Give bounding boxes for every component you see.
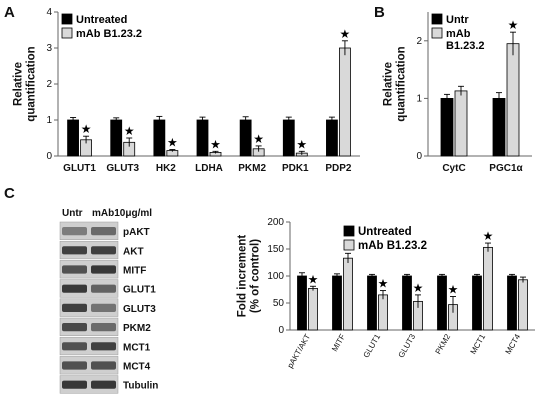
blot-band-glut1-lane2 (91, 284, 116, 293)
x-tick-label: LDHA (195, 163, 223, 174)
x-tick-label: HK2 (156, 163, 176, 174)
blot-label-akt: AKT (123, 246, 144, 257)
blot-strip-pkm2 (59, 317, 119, 336)
x-tick-label: GLUT3 (106, 163, 139, 174)
blot-label-mct4: MCT4 (123, 362, 151, 373)
blot-strip-mct4 (59, 356, 119, 375)
y-tick-label: 50 (273, 298, 285, 309)
blot-band-pkm2-lane1 (62, 323, 87, 332)
significance-star: ★ (508, 18, 519, 32)
x-tick-label: GLUT1 (63, 163, 96, 174)
legend-swatch-mab-b1-23-2 (431, 27, 443, 39)
blot-band-tubulin-lane1 (62, 380, 87, 389)
y-tick-label: 2 (46, 79, 52, 90)
legend-label-untreated: Untreated (76, 14, 127, 26)
y-axis-label: Relative (383, 62, 395, 106)
blot-band-mct4-lane2 (91, 361, 116, 370)
blot-strip-akt (59, 240, 119, 260)
panel-letter-a: A (4, 4, 15, 21)
legend-label-mab-b1-23-2: mAb B1.23.2 (76, 28, 142, 40)
blot-band-pkm2-lane2 (91, 323, 116, 332)
x-tick-label: PDK1 (282, 163, 309, 174)
y-tick-label: 100 (267, 271, 284, 282)
blot-label-pkm2: PKM2 (123, 323, 151, 334)
significance-star: ★ (124, 124, 135, 138)
blot-strip-tubulin (59, 375, 119, 394)
blot-label-mct1: MCT1 (123, 342, 151, 353)
y-tick-label: 1 (46, 115, 52, 126)
legend-label-mab-b1-23-2: mAb (446, 28, 471, 40)
significance-star: ★ (81, 122, 92, 136)
legend-swatch-untreated (343, 225, 355, 237)
y-tick-label: 200 (267, 217, 284, 228)
legend-swatch-untreated (61, 13, 73, 25)
significance-star: ★ (296, 137, 307, 151)
significance-star: ★ (483, 229, 494, 243)
x-tick-label: PDP2 (325, 163, 352, 174)
blot-band-mitf-lane2 (91, 265, 116, 274)
y-axis-label: Fold increment (237, 235, 249, 318)
significance-star: ★ (378, 277, 389, 291)
legend-swatch-untr (431, 13, 443, 25)
blot-band-akt-lane2 (91, 246, 116, 255)
y-tick-label: 2 (416, 36, 422, 47)
blot-strip-mct1 (59, 336, 119, 356)
y-tick-label: 1 (416, 93, 422, 104)
blot-header-untr: Untr (62, 208, 83, 219)
legend-label-untreated: Untreated (358, 226, 412, 238)
legend-label-untr: Untr (446, 14, 469, 26)
blot-band-mitf-lane1 (62, 265, 87, 274)
blot-strip-glut3 (59, 298, 119, 317)
significance-star: ★ (167, 136, 178, 150)
blot-strip-glut1 (59, 279, 119, 298)
significance-star: ★ (340, 27, 351, 41)
blot-band-akt-lane1 (62, 246, 87, 255)
y-tick-label: 4 (46, 7, 52, 18)
x-tick-label: PKM2 (238, 163, 266, 174)
significance-star: ★ (308, 272, 319, 286)
blot-band-tubulin-lane2 (91, 380, 116, 389)
blot-band-mct1-lane2 (91, 342, 116, 351)
x-tick-label: CytC (442, 163, 465, 174)
y-tick-label: 150 (267, 244, 284, 255)
significance-star: ★ (413, 281, 424, 295)
blot-label-glut1: GLUT1 (123, 285, 156, 296)
blot-label-tubulin: Tubulin (123, 381, 158, 392)
blot-band-pakt-lane1 (62, 227, 87, 236)
panel-letter-b: B (374, 4, 385, 21)
y-axis-label: (% of control) (250, 239, 262, 313)
significance-star: ★ (448, 283, 459, 297)
legend-swatch-mab-b1-23-2 (61, 27, 73, 39)
blot-header-mab: mAb10μg/ml (92, 208, 152, 219)
blot-band-mct1-lane1 (62, 342, 87, 351)
legend-label-mab-b1-23-2: B1.23.2 (446, 40, 485, 52)
panel-letter-c: C (4, 185, 15, 202)
blot-band-mct4-lane1 (62, 361, 87, 370)
y-tick-label: 3 (46, 43, 52, 54)
blot-band-glut1-lane1 (62, 284, 87, 293)
significance-star: ★ (253, 132, 264, 146)
blot-label-mitf: MITF (123, 266, 146, 277)
legend-label-mab-b1-23-2: mAb B1.23.2 (358, 240, 427, 252)
legend-swatch-mab-b1-23-2 (343, 239, 355, 251)
blot-band-pakt-lane2 (91, 227, 116, 236)
y-tick-label: 0 (278, 325, 284, 336)
y-axis-label: quantification (396, 46, 408, 121)
blot-band-glut3-lane2 (91, 303, 116, 312)
blot-strip-mitf (59, 260, 119, 279)
y-tick-label: 0 (46, 151, 52, 162)
blot-strip-pakt (59, 221, 119, 240)
blot-label-glut3: GLUT3 (123, 304, 156, 315)
blot-band-glut3-lane1 (62, 303, 87, 312)
blot-label-pakt: pAKT (123, 227, 150, 238)
y-axis-label: quantification (26, 46, 38, 121)
y-axis-label: Relative (13, 62, 25, 106)
x-tick-label: PGC1α (489, 163, 523, 174)
y-tick-label: 0 (416, 151, 422, 162)
significance-star: ★ (210, 137, 221, 151)
